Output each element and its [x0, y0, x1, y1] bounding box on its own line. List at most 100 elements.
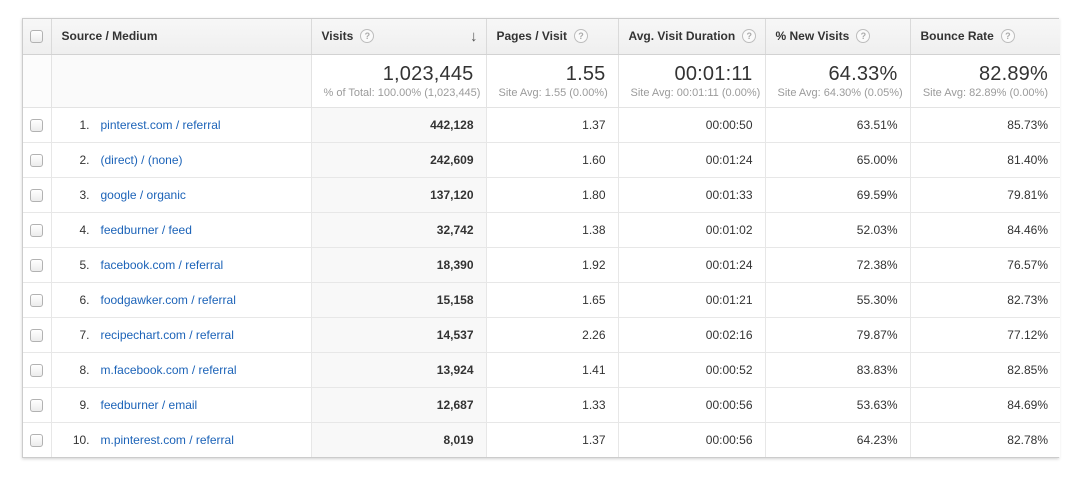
- row-checkbox[interactable]: [30, 293, 44, 307]
- row-checkbox-cell: [23, 246, 51, 282]
- summary-row: 1,023,445 % of Total: 100.00% (1,023,445…: [23, 54, 1060, 108]
- source-medium-link[interactable]: m.pinterest.com / referral: [100, 432, 234, 447]
- row-checkbox[interactable]: [30, 258, 44, 272]
- summary-new-visits-cell: 64.33% Site Avg: 64.30% (0.05%): [764, 54, 910, 108]
- column-header-avg-visit-duration[interactable]: Avg. Visit Duration ?: [617, 19, 765, 55]
- visits-cell: 12,687: [310, 386, 486, 422]
- row-checkbox-cell: [23, 351, 51, 387]
- summary-bounce-subtext: Site Avg: 82.89% (0.00%): [922, 86, 1048, 99]
- pct-new-visits-cell: 72.38%: [764, 246, 910, 282]
- help-icon[interactable]: ?: [360, 29, 375, 44]
- source-medium-cell: 3. google / organic: [50, 176, 311, 212]
- bounce-rate-cell: 84.46%: [909, 211, 1060, 247]
- summary-duration-cell: 00:01:11 Site Avg: 00:01:11 (0.00%): [617, 54, 765, 108]
- pages-per-visit-cell: 1.65: [485, 281, 618, 317]
- row-checkbox[interactable]: [30, 328, 44, 342]
- pct-new-visits-cell: 69.59%: [764, 176, 910, 212]
- row-rank: 2.: [79, 152, 90, 167]
- visits-cell: 242,609: [310, 141, 486, 177]
- avg-visit-duration-cell: 00:01:24: [617, 141, 765, 177]
- row-rank: 4.: [79, 222, 90, 237]
- source-medium-cell: 10. m.pinterest.com / referral: [50, 421, 311, 457]
- table-row: 6. foodgawker.com / referral 15,158 1.65 …: [23, 281, 1060, 317]
- source-medium-cell: 2. (direct) / (none): [50, 141, 311, 177]
- visits-cell: 14,537: [310, 316, 486, 352]
- avg-visit-duration-cell: 00:00:56: [617, 421, 765, 457]
- visits-cell: 32,742: [310, 211, 486, 247]
- source-medium-table: Source / Medium Visits ? ↓ Pages / Visit: [23, 19, 1060, 457]
- source-medium-cell: 9. feedburner / email: [50, 386, 311, 422]
- source-medium-link[interactable]: recipechart.com / referral: [100, 327, 234, 342]
- summary-empty-cell: [23, 54, 51, 108]
- row-checkbox-cell: [23, 316, 51, 352]
- pct-new-visits-cell: 65.00%: [764, 141, 910, 177]
- bounce-rate-cell: 77.12%: [909, 316, 1060, 352]
- bounce-rate-cell: 82.73%: [909, 281, 1060, 317]
- table-row: 7. recipechart.com / referral 14,537 2.26…: [23, 316, 1060, 352]
- row-checkbox-cell: [23, 421, 51, 457]
- row-checkbox[interactable]: [30, 223, 44, 237]
- table-row: 2. (direct) / (none) 242,609 1.60 00:01:2…: [23, 141, 1060, 177]
- help-icon[interactable]: ?: [1000, 29, 1015, 44]
- avg-visit-duration-cell: 00:02:16: [617, 316, 765, 352]
- column-header-pct-new-visits[interactable]: % New Visits ?: [764, 19, 910, 55]
- source-medium-link[interactable]: google / organic: [100, 187, 186, 202]
- row-checkbox[interactable]: [30, 363, 44, 377]
- source-medium-cell: 1. pinterest.com / referral: [50, 106, 311, 142]
- column-label: Visits: [321, 29, 354, 44]
- source-medium-cell: 8. m.facebook.com / referral: [50, 351, 311, 387]
- row-checkbox[interactable]: [30, 153, 44, 167]
- bounce-rate-cell: 76.57%: [909, 246, 1060, 282]
- pct-new-visits-cell: 79.87%: [764, 316, 910, 352]
- visits-cell: 8,019: [310, 421, 486, 457]
- source-medium-link[interactable]: facebook.com / referral: [100, 257, 224, 272]
- help-icon[interactable]: ?: [742, 29, 757, 44]
- pages-per-visit-cell: 1.37: [485, 106, 618, 142]
- pages-per-visit-cell: 1.60: [485, 141, 618, 177]
- summary-source-cell: [50, 54, 311, 108]
- summary-new-visits-value: 64.33%: [828, 62, 898, 85]
- source-medium-cell: 7. recipechart.com / referral: [50, 316, 311, 352]
- row-checkbox-cell: [23, 211, 51, 247]
- row-checkbox[interactable]: [30, 398, 44, 412]
- summary-visits-subtext: % of Total: 100.00% (1,023,445): [323, 86, 481, 99]
- source-medium-link[interactable]: m.facebook.com / referral: [100, 362, 237, 377]
- row-checkbox[interactable]: [30, 433, 44, 447]
- pct-new-visits-cell: 64.23%: [764, 421, 910, 457]
- row-checkbox-cell: [23, 386, 51, 422]
- avg-visit-duration-cell: 00:01:24: [617, 246, 765, 282]
- summary-bounce-value: 82.89%: [978, 62, 1048, 85]
- source-medium-link[interactable]: (direct) / (none): [100, 152, 183, 167]
- source-medium-link[interactable]: feedburner / email: [100, 397, 198, 412]
- analytics-table-card: Source / Medium Visits ? ↓ Pages / Visit: [22, 18, 1060, 458]
- pages-per-visit-cell: 1.92: [485, 246, 618, 282]
- column-header-pages-per-visit[interactable]: Pages / Visit ?: [485, 19, 618, 55]
- visits-cell: 137,120: [310, 176, 486, 212]
- source-medium-link[interactable]: feedburner / feed: [100, 222, 192, 237]
- pages-per-visit-cell: 1.37: [485, 421, 618, 457]
- column-header-visits[interactable]: Visits ? ↓: [310, 19, 486, 55]
- source-medium-link[interactable]: pinterest.com / referral: [100, 117, 221, 132]
- source-medium-cell: 6. foodgawker.com / referral: [50, 281, 311, 317]
- column-header-bounce-rate[interactable]: Bounce Rate ?: [909, 19, 1060, 55]
- summary-pages-cell: 1.55 Site Avg: 1.55 (0.00%): [485, 54, 618, 108]
- source-medium-link[interactable]: foodgawker.com / referral: [100, 292, 236, 307]
- row-checkbox[interactable]: [30, 188, 44, 202]
- column-header-source-medium[interactable]: Source / Medium: [50, 19, 311, 55]
- row-rank: 6.: [79, 292, 90, 307]
- select-all-checkbox[interactable]: [30, 30, 44, 44]
- row-rank: 7.: [79, 327, 90, 342]
- avg-visit-duration-cell: 00:00:56: [617, 386, 765, 422]
- column-label: Avg. Visit Duration: [628, 29, 736, 44]
- table-row: 9. feedburner / email 12,687 1.33 00:00:5…: [23, 386, 1060, 422]
- bounce-rate-cell: 85.73%: [909, 106, 1060, 142]
- pages-per-visit-cell: 1.41: [485, 351, 618, 387]
- row-checkbox[interactable]: [30, 118, 44, 132]
- sort-descending-icon[interactable]: ↓: [470, 27, 478, 45]
- summary-new-visits-subtext: Site Avg: 64.30% (0.05%): [777, 86, 903, 99]
- pages-per-visit-cell: 1.80: [485, 176, 618, 212]
- help-icon[interactable]: ?: [856, 29, 871, 44]
- table-row: 3. google / organic 137,120 1.80 00:01:33…: [23, 176, 1060, 212]
- help-icon[interactable]: ?: [573, 29, 588, 44]
- column-label: Pages / Visit: [496, 29, 567, 44]
